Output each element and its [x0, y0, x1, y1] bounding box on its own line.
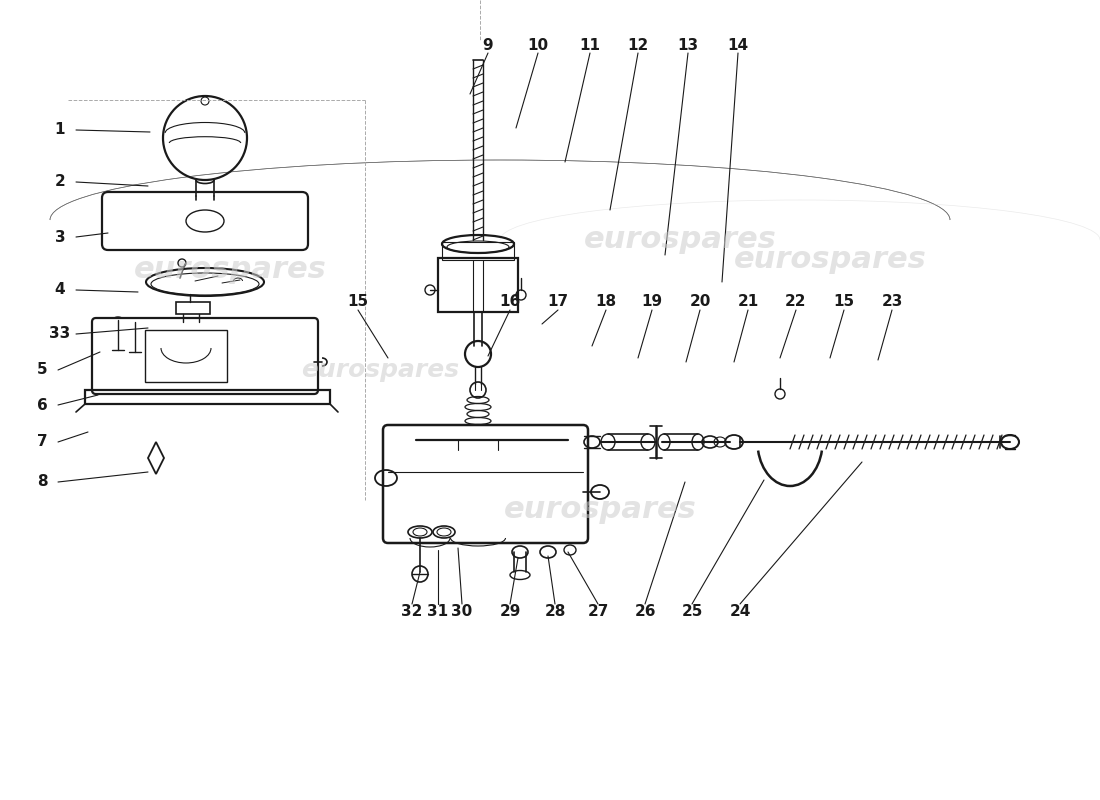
Bar	[438, 258, 518, 312]
Text: 24: 24	[729, 605, 750, 619]
Bar	[85, 390, 330, 404]
Text: 11: 11	[580, 38, 601, 53]
Text: 33: 33	[50, 326, 70, 342]
Text: 32: 32	[402, 605, 422, 619]
Text: eurospares: eurospares	[584, 226, 777, 254]
Text: 4: 4	[55, 282, 65, 298]
Text: 12: 12	[627, 38, 649, 53]
Text: 6: 6	[36, 398, 47, 413]
Text: 27: 27	[587, 605, 608, 619]
Text: 23: 23	[881, 294, 903, 310]
Text: 22: 22	[785, 294, 806, 310]
Text: 25: 25	[681, 605, 703, 619]
FancyBboxPatch shape	[92, 318, 318, 394]
Text: 13: 13	[678, 38, 698, 53]
Polygon shape	[148, 442, 164, 474]
Text: 28: 28	[544, 605, 565, 619]
FancyBboxPatch shape	[102, 192, 308, 250]
Text: 15: 15	[834, 294, 855, 310]
Text: 31: 31	[428, 605, 449, 619]
Bar	[176, 302, 210, 314]
Text: 14: 14	[727, 38, 749, 53]
Text: 18: 18	[595, 294, 617, 310]
Text: 26: 26	[635, 605, 656, 619]
Text: eurospares: eurospares	[301, 358, 459, 382]
Text: 3: 3	[55, 230, 65, 245]
Text: eurospares: eurospares	[734, 246, 926, 274]
Text: 10: 10	[527, 38, 549, 53]
Text: 21: 21	[737, 294, 759, 310]
Text: 19: 19	[641, 294, 662, 310]
Text: eurospares: eurospares	[133, 255, 327, 285]
Text: 16: 16	[499, 294, 520, 310]
Text: 20: 20	[690, 294, 711, 310]
FancyBboxPatch shape	[383, 425, 588, 543]
Bar	[145, 330, 227, 382]
Text: 1: 1	[55, 122, 65, 138]
Text: 17: 17	[548, 294, 569, 310]
Text: 7: 7	[36, 434, 47, 450]
Text: eurospares: eurospares	[504, 495, 696, 525]
Text: 15: 15	[348, 294, 369, 310]
Text: 5: 5	[36, 362, 47, 378]
Text: 30: 30	[451, 605, 473, 619]
Text: 8: 8	[36, 474, 47, 490]
Text: 2: 2	[55, 174, 65, 190]
Text: 29: 29	[499, 605, 520, 619]
Bar	[442, 242, 514, 260]
Text: 9: 9	[483, 38, 493, 53]
